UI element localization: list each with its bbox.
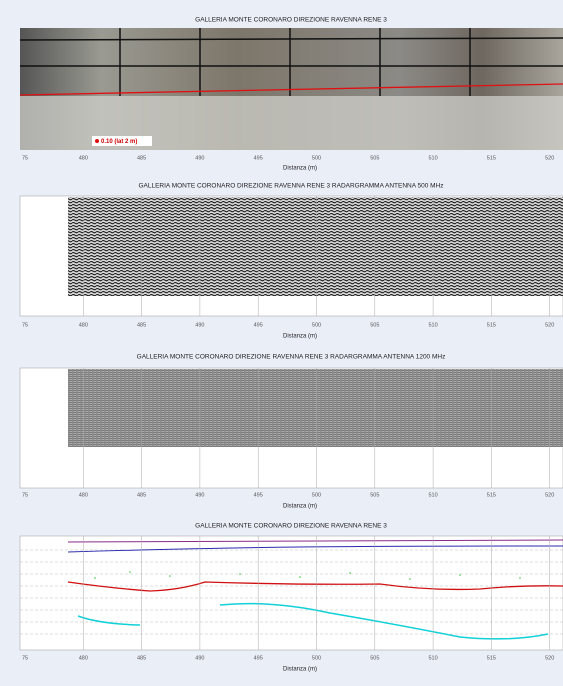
- x-tick-label: 520: [545, 322, 554, 328]
- x-tick-label: 490: [195, 322, 204, 328]
- x-axis-label: Distanza (m): [283, 504, 317, 510]
- x-tick-label: 515: [487, 655, 496, 661]
- x-tick-label: 515: [487, 322, 496, 328]
- x-tick-label: 75: [22, 655, 28, 661]
- x-tick-label: 480: [79, 322, 88, 328]
- x-tick-label: 510: [429, 155, 438, 161]
- radargram-1200: [68, 369, 563, 447]
- x-tick-label: 520: [545, 655, 554, 661]
- x-tick-label: 510: [429, 492, 438, 498]
- annotation-dot: [95, 139, 99, 143]
- x-tick-label: 505: [370, 155, 379, 161]
- x-axis-label: Distanza (m): [283, 667, 317, 673]
- x-tick-label: 75: [22, 492, 28, 498]
- x-tick-label: 480: [79, 155, 88, 161]
- layer-cyan-2: [219, 602, 549, 640]
- photo-joints: [19, 28, 563, 96]
- x-tick-label: 480: [79, 655, 88, 661]
- x-tick-label: 505: [370, 322, 379, 328]
- x-tick-label: 75: [22, 322, 28, 328]
- x-tick-label: 495: [254, 655, 263, 661]
- x-tick-label: 500: [312, 155, 321, 161]
- x-tick-label: 515: [487, 155, 496, 161]
- x-tick-label: 505: [370, 492, 379, 498]
- x-tick-label: 505: [370, 655, 379, 661]
- x-tick-label: 500: [312, 322, 321, 328]
- annotation: 0.10 (lat 2 m): [101, 139, 137, 145]
- x-tick-label: 490: [195, 155, 204, 161]
- x-tick-label: 485: [137, 155, 146, 161]
- radargram-500: [68, 197, 563, 296]
- layer-blue: [67, 545, 563, 553]
- x-tick-label: 490: [195, 655, 204, 661]
- x-tick-label: 495: [254, 322, 263, 328]
- x-tick-label: 510: [429, 322, 438, 328]
- annotation-box: [92, 136, 152, 146]
- layer-purple: [67, 539, 563, 543]
- x-tick-label: 520: [545, 492, 554, 498]
- x-tick-label: 510: [429, 655, 438, 661]
- x-tick-label: 495: [254, 492, 263, 498]
- x-tick-label: 490: [195, 492, 204, 498]
- panel-title: GALLERIA MONTE CORONARO DIREZIONE RAVENN…: [195, 17, 387, 24]
- layer-cyan-1: [77, 615, 141, 626]
- x-tick-label: 75: [22, 155, 28, 161]
- panel-title: GALLERIA MONTE CORONARO DIREZIONE RAVENN…: [195, 523, 387, 530]
- x-tick-label: 500: [312, 655, 321, 661]
- x-axis-label: Distanza (m): [283, 334, 317, 340]
- depth-lines: [20, 549, 563, 635]
- x-tick-label: 520: [545, 155, 554, 161]
- panel-title: GALLERIA MONTE CORONARO DIREZIONE RAVENN…: [137, 354, 446, 361]
- panel-title: GALLERIA MONTE CORONARO DIREZIONE RAVENN…: [138, 183, 443, 190]
- x-axis-label: Distanza (m): [283, 166, 317, 172]
- x-tick-label: 485: [137, 492, 146, 498]
- x-tick-label: 485: [137, 655, 146, 661]
- x-tick-label: 515: [487, 492, 496, 498]
- scatter-points: [94, 571, 521, 580]
- x-tick-label: 485: [137, 322, 146, 328]
- x-tick-label: 480: [79, 492, 88, 498]
- x-tick-label: 495: [254, 155, 263, 161]
- interpretation-frame: [19, 535, 563, 651]
- reference-line: [19, 83, 563, 96]
- layer-red: [67, 581, 563, 592]
- x-tick-label: 500: [312, 492, 321, 498]
